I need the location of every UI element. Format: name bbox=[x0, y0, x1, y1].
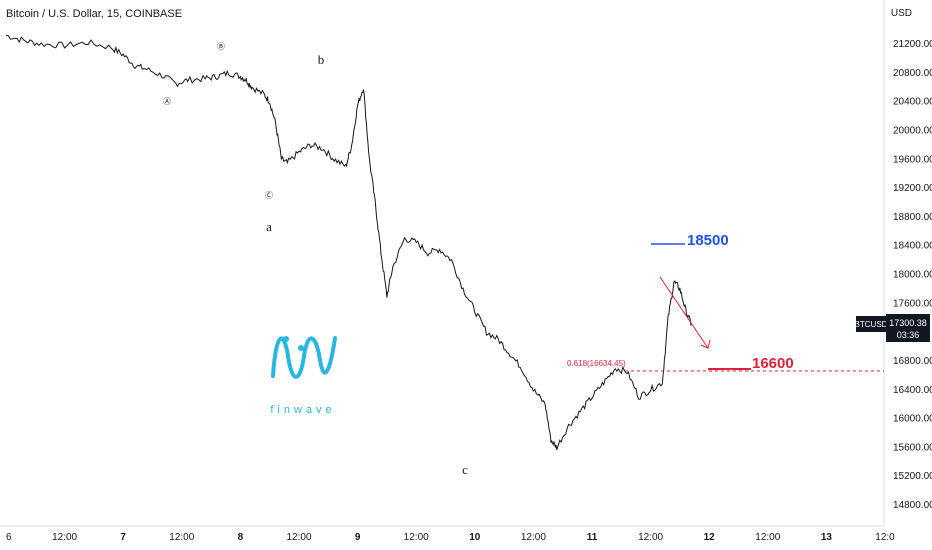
time-tick-label: 13 bbox=[821, 532, 833, 543]
time-tick-label: 12:00 bbox=[521, 532, 546, 543]
time-tick-label: 12:00 bbox=[52, 532, 77, 543]
price-axis: 21200.00 20800.00 20400.00 20000.00 19600.00… bbox=[893, 39, 932, 511]
price-tick-label: 15600.00 bbox=[893, 442, 932, 453]
time-tick-label: 12 bbox=[704, 532, 716, 543]
target-arrow[interactable] bbox=[659, 276, 709, 349]
price-tag-bg bbox=[886, 314, 930, 342]
price-tick-label: 18800.00 bbox=[893, 212, 932, 223]
price-tick-label: 19200.00 bbox=[893, 183, 932, 194]
wave-label-c: c bbox=[462, 462, 468, 477]
time-tick-label: 12:00 bbox=[638, 532, 663, 543]
time-tick-label: 12:00 bbox=[169, 532, 194, 543]
time-tick-label: 12:0 bbox=[875, 532, 895, 543]
time-tick-label: 12:00 bbox=[755, 532, 780, 543]
time-tick-label: 7 bbox=[120, 532, 126, 543]
price-tick-label: 17600.00 bbox=[893, 298, 932, 309]
price-tick-label: 16000.00 bbox=[893, 414, 932, 425]
time-tick-label: 6 bbox=[6, 532, 12, 543]
symbol-tag: BTCUSD bbox=[855, 320, 888, 329]
symbol-title: Bitcoin / U.S. Dollar, 15, COINBASE bbox=[6, 8, 183, 20]
price-tick-label: 18000.00 bbox=[893, 270, 932, 281]
time-tick-label: 8 bbox=[238, 532, 244, 543]
price-tick-label: 18400.00 bbox=[893, 241, 932, 252]
price-tag-countdown: 03:36 bbox=[897, 330, 920, 340]
wave-label-b: b bbox=[318, 52, 325, 67]
price-tick-label: 21200.00 bbox=[893, 39, 932, 50]
arrow-head-icon bbox=[700, 339, 711, 349]
price-tick-label: 20000.00 bbox=[893, 125, 932, 136]
time-tick-label: 11 bbox=[587, 532, 598, 543]
target-16600-label: 16600 bbox=[752, 355, 794, 372]
price-tick-label: 19600.00 bbox=[893, 154, 932, 165]
wave-label-B: Ⓑ bbox=[217, 42, 225, 51]
time-tick-label: 9 bbox=[355, 532, 361, 543]
price-tick-label: 20800.00 bbox=[893, 68, 932, 79]
logo-dot-icon bbox=[298, 345, 304, 351]
time-tick-label: 12:00 bbox=[404, 532, 429, 543]
finwave-logo: finwave bbox=[270, 336, 337, 416]
target-18500-label: 18500 bbox=[687, 232, 729, 249]
logo-text: finwave bbox=[270, 404, 335, 416]
symbol-tag-bg bbox=[856, 316, 886, 332]
currency-label: USD bbox=[890, 8, 912, 19]
wave-label-C: Ⓒ bbox=[265, 191, 273, 200]
wave-label-A: Ⓐ bbox=[163, 97, 171, 106]
price-tick-label: 14800.00 bbox=[893, 500, 932, 511]
time-tick-label: 10 bbox=[469, 532, 481, 543]
price-tick-label: 16400.00 bbox=[893, 385, 932, 396]
price-tick-label: 16800.00 bbox=[893, 356, 932, 367]
time-axis: 6 12:00 7 12:00 8 12:00 9 12:00 10 12:00 11 12:00 12… bbox=[6, 532, 895, 543]
price-tick-label: 20400.00 bbox=[893, 97, 932, 108]
btc-price-line bbox=[5, 34, 692, 451]
logo-dot-icon bbox=[283, 336, 289, 342]
wave-label-a: a bbox=[266, 219, 272, 234]
time-tick-label: 12:00 bbox=[286, 532, 311, 543]
fib-0618-label: 0.618(16634.45) bbox=[567, 359, 626, 368]
price-tick-label: 15200.00 bbox=[893, 471, 932, 482]
price-tag-value: 17300.38 bbox=[889, 318, 927, 328]
logo-wave-icon bbox=[271, 336, 337, 379]
